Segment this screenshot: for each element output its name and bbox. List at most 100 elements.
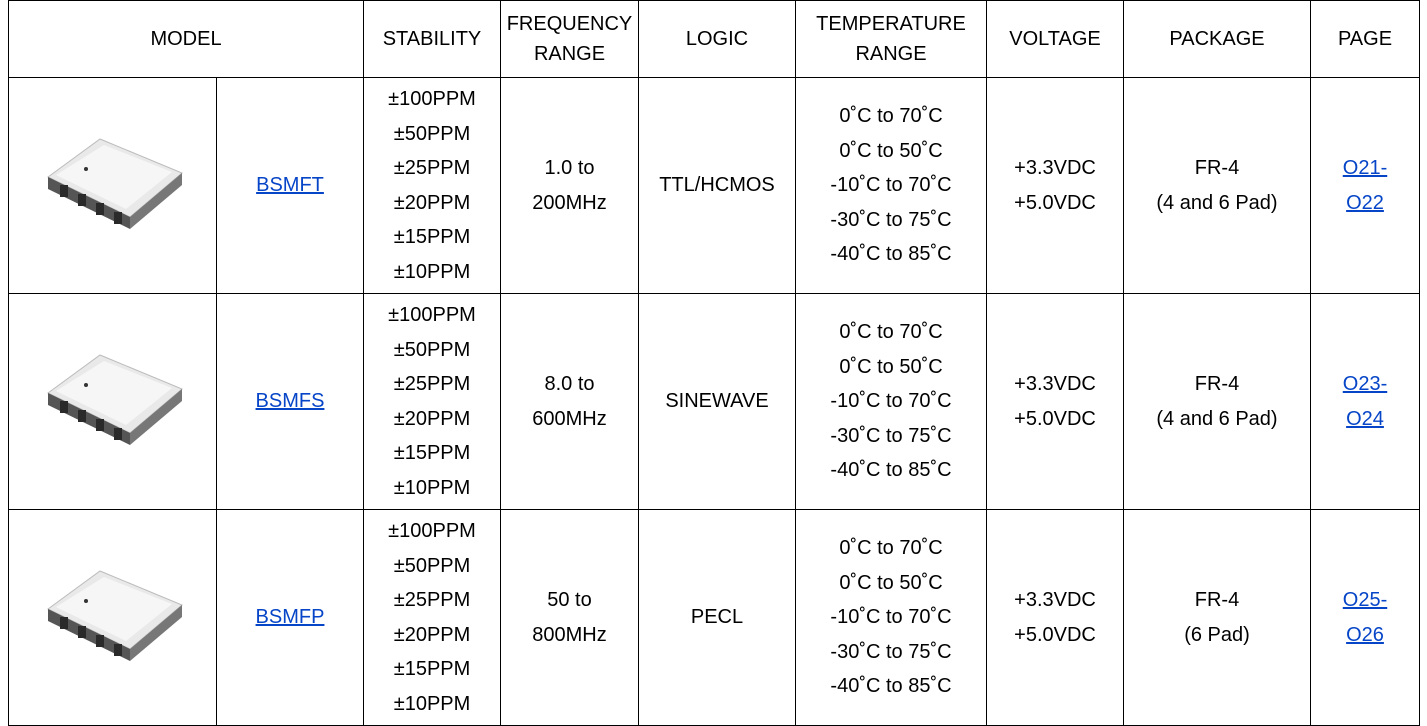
logic-text: TTL/HCMOS xyxy=(659,174,775,196)
header-cell: TEMPERATURE RANGE xyxy=(796,1,987,78)
page-text[interactable]: O21- xyxy=(1343,157,1387,179)
logic-cell: PECL xyxy=(639,510,796,726)
header-cell: PAGE xyxy=(1311,1,1420,78)
voltage-text: +3.3VDC xyxy=(1014,589,1096,611)
temperature-text: 0˚C to 70˚C xyxy=(839,537,942,559)
frequency-cell: 8.0 to 600MHz xyxy=(501,294,639,510)
logic-text: SINEWAVE xyxy=(665,390,768,412)
stability-cell: ±100PPM±50PPM±25PPM±20PPM±15PPM±10PPM xyxy=(364,294,501,510)
frequency-text: 1.0 to xyxy=(544,157,594,179)
package-text: FR-4 xyxy=(1195,589,1239,611)
stability-text: ±25PPM xyxy=(394,373,471,395)
voltage-text: +5.0VDC xyxy=(1014,192,1096,214)
temperature-text: 0˚C to 70˚C xyxy=(839,321,942,343)
header-text: RANGE xyxy=(534,43,605,65)
stability-text: ±50PPM xyxy=(394,555,471,577)
page-text[interactable]: O25- xyxy=(1343,589,1387,611)
image-cell xyxy=(9,294,217,510)
stability-text: ±20PPM xyxy=(394,192,471,214)
page-cell: O21- O22 xyxy=(1311,78,1420,294)
frequency-text: 200MHz xyxy=(532,192,606,214)
chip-image xyxy=(38,125,188,235)
frequency-text: 800MHz xyxy=(532,624,606,646)
image-cell xyxy=(9,78,217,294)
page-text[interactable]: O26 xyxy=(1346,624,1384,646)
package-cell: FR-4 (4 and 6 Pad) xyxy=(1124,294,1311,510)
chip-image xyxy=(38,341,188,451)
package-text: (4 and 6 Pad) xyxy=(1156,192,1277,214)
model-cell: BSMFT xyxy=(217,78,364,294)
temperature-text: 0˚C to 50˚C xyxy=(839,572,942,594)
model-link[interactable]: BSMFT xyxy=(256,174,324,196)
voltage-cell: +3.3VDC+5.0VDC xyxy=(987,510,1124,726)
temperature-text: 0˚C to 70˚C xyxy=(839,105,942,127)
page-text[interactable]: O23- xyxy=(1343,373,1387,395)
temperature-text: 0˚C to 50˚C xyxy=(839,356,942,378)
temperature-text: -40˚C to 85˚C xyxy=(830,459,951,481)
temperature-text: -10˚C to 70˚C xyxy=(830,390,951,412)
frequency-text: 50 to xyxy=(547,589,591,611)
header-cell: STABILITY xyxy=(364,1,501,78)
stability-text: ±100PPM xyxy=(388,304,476,326)
temperature-text: -10˚C to 70˚C xyxy=(830,174,951,196)
package-text: FR-4 xyxy=(1195,373,1239,395)
page-cell: O25- O26 xyxy=(1311,510,1420,726)
model-cell: BSMFS xyxy=(217,294,364,510)
package-cell: FR-4 (6 Pad) xyxy=(1124,510,1311,726)
frequency-text: 600MHz xyxy=(532,408,606,430)
header-text: PACKAGE xyxy=(1169,28,1264,50)
temperature-text: -30˚C to 75˚C xyxy=(830,209,951,231)
stability-text: ±25PPM xyxy=(394,589,471,611)
stability-text: ±50PPM xyxy=(394,123,471,145)
stability-text: ±10PPM xyxy=(394,477,471,499)
package-cell: FR-4(4 and 6 Pad) xyxy=(1124,78,1311,294)
header-text: TEMPERATURE xyxy=(816,13,966,35)
logic-cell: TTL/HCMOS xyxy=(639,78,796,294)
logic-cell: SINEWAVE xyxy=(639,294,796,510)
header-cell: LOGIC xyxy=(639,1,796,78)
stability-text: ±10PPM xyxy=(394,693,471,715)
header-text: MODEL xyxy=(150,28,221,50)
temperature-text: -40˚C to 85˚C xyxy=(830,243,951,265)
stability-text: ±50PPM xyxy=(394,339,471,361)
frequency-text: 8.0 to xyxy=(544,373,594,395)
product-row: BSMFP±100PPM±50PPM±25PPM±20PPM±15PPM±10P… xyxy=(9,510,1420,726)
header-text: LOGIC xyxy=(686,28,748,50)
chip-image xyxy=(38,557,188,667)
header-cell: PACKAGE xyxy=(1124,1,1311,78)
stability-text: ±20PPM xyxy=(394,624,471,646)
header-text: VOLTAGE xyxy=(1009,28,1101,50)
page-text[interactable]: O22 xyxy=(1346,192,1384,214)
product-row: BSMFS±100PPM±50PPM±25PPM±20PPM±15PPM±10P… xyxy=(9,294,1420,510)
voltage-text: +3.3VDC xyxy=(1014,373,1096,395)
package-text: (4 and 6 Pad) xyxy=(1156,408,1277,430)
image-cell xyxy=(9,510,217,726)
model-link[interactable]: BSMFS xyxy=(256,390,325,412)
stability-text: ±100PPM xyxy=(388,88,476,110)
temperature-text: -10˚C to 70˚C xyxy=(830,606,951,628)
stability-text: ±15PPM xyxy=(394,658,471,680)
temperature-cell: 0˚C to 70˚C 0˚C to 50˚C -10˚C to 70˚C -30˚C… xyxy=(796,294,987,510)
temperature-text: -30˚C to 75˚C xyxy=(830,425,951,447)
page-cell: O23- O24 xyxy=(1311,294,1420,510)
header-cell: MODEL xyxy=(9,1,364,78)
voltage-cell: +3.3VDC+5.0VDC xyxy=(987,78,1124,294)
header-text: STABILITY xyxy=(383,28,482,50)
package-text: (6 Pad) xyxy=(1184,624,1250,646)
header-text: RANGE xyxy=(855,43,926,65)
header-text: PAGE xyxy=(1338,28,1392,50)
frequency-cell: 50 to 800MHz xyxy=(501,510,639,726)
frequency-cell: 1.0 to 200MHz xyxy=(501,78,639,294)
stability-text: ±15PPM xyxy=(394,226,471,248)
stability-text: ±15PPM xyxy=(394,442,471,464)
logic-text: PECL xyxy=(691,606,743,628)
model-cell: BSMFP xyxy=(217,510,364,726)
model-link[interactable]: BSMFP xyxy=(256,606,325,628)
page-text[interactable]: O24 xyxy=(1346,408,1384,430)
stability-cell: ±100PPM±50PPM±25PPM±20PPM±15PPM±10PPM xyxy=(364,78,501,294)
